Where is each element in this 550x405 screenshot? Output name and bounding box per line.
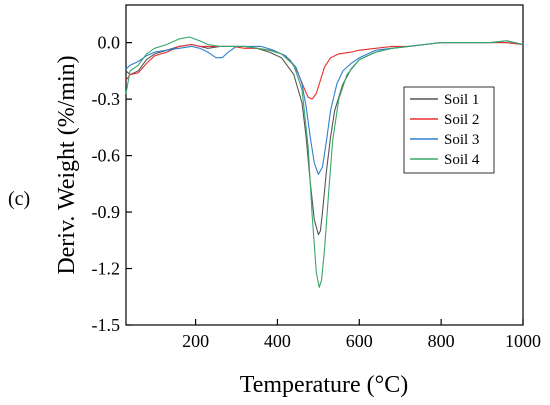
y-tick-label: -1.5 xyxy=(92,315,121,335)
legend-label: Soil 4 xyxy=(444,152,480,168)
panel-label: (c) xyxy=(8,188,31,210)
y-tick-label: -1.2 xyxy=(92,259,121,279)
plot-frame xyxy=(125,4,524,326)
x-tick-label: 400 xyxy=(264,331,291,351)
legend-label: Soil 3 xyxy=(444,132,479,148)
legend-label: Soil 1 xyxy=(444,92,479,108)
y-tick-label: -0.6 xyxy=(92,146,121,166)
x-tick-label: 800 xyxy=(428,331,455,351)
x-tick-label: 600 xyxy=(346,331,373,351)
series-line-soil-4 xyxy=(125,36,524,288)
y-tick-label: -0.9 xyxy=(92,202,121,222)
y-tick-label: -0.3 xyxy=(92,89,121,109)
y-axis-title: Deriv. Weight (%/min) xyxy=(54,55,80,274)
x-tick-label: 1000 xyxy=(505,331,541,351)
x-axis-title: Temperature (°C) xyxy=(240,372,409,398)
y-tick-label: 0.0 xyxy=(98,33,121,53)
x-tick-label: 200 xyxy=(182,331,209,351)
legend-label: Soil 2 xyxy=(444,112,479,128)
